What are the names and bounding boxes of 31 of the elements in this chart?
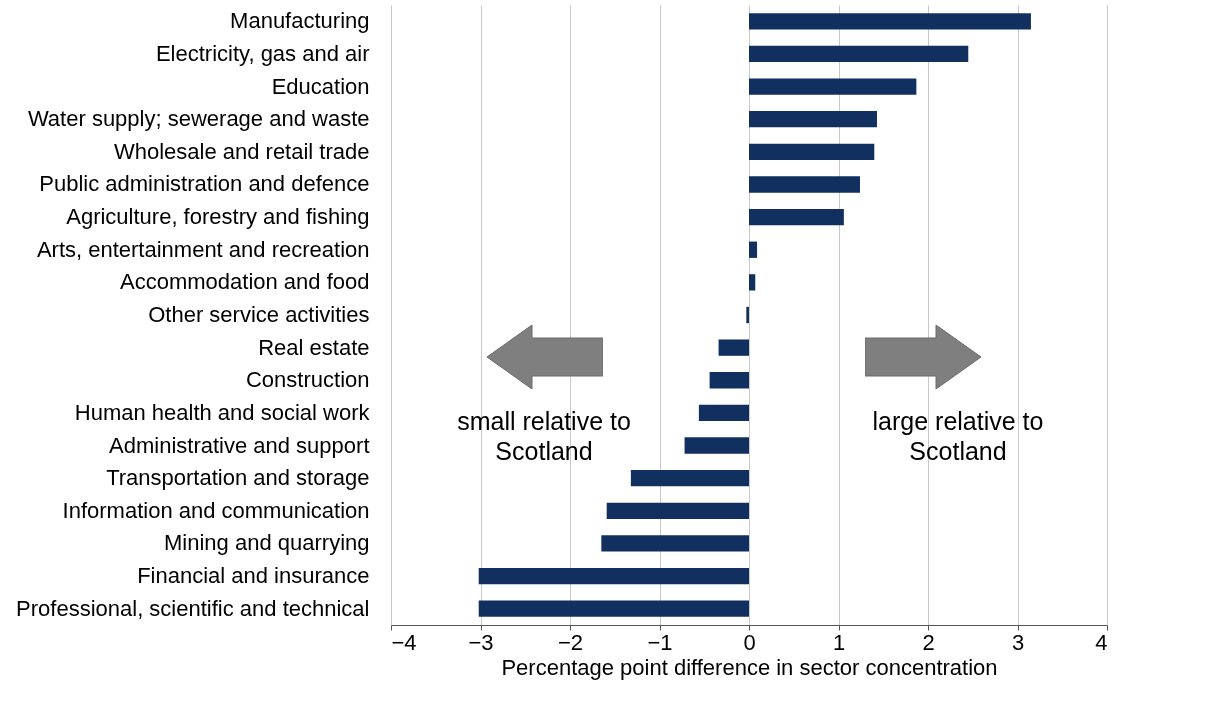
y-tick-label: Construction	[245, 367, 370, 393]
x-tick-label: 1	[832, 629, 846, 655]
x-tick-label: 2	[922, 629, 935, 655]
y-tick-label: Information and communication	[62, 497, 370, 523]
x-tick-label: −1	[647, 629, 673, 655]
x-tick-label: −2	[557, 629, 584, 655]
x-tick-label: −3	[468, 629, 494, 655]
y-tick-label: Human health and social work	[74, 399, 371, 425]
y-tick-label: Mining and quarrying	[164, 530, 370, 556]
y-tick-label: Administrative and support	[109, 432, 370, 458]
y-tick-label: Manufacturing	[230, 8, 370, 34]
y-tick-label: Accommodation and food	[120, 269, 370, 295]
x-tick-label: 3	[1011, 629, 1025, 655]
x-tick-label: 4	[1095, 629, 1108, 655]
y-tick-label: Water supply; sewerage and waste	[27, 106, 370, 132]
y-tick-label: Arts, entertainment and recreation	[36, 236, 370, 262]
x-axis-title: Percentage point difference in sector concentration	[501, 654, 998, 680]
y-tick-label: Agriculture, forestry and fishing	[66, 204, 370, 230]
y-tick-label: Financial and insurance	[137, 563, 370, 589]
annotation: large relative to Scotland	[872, 407, 1044, 465]
y-tick-label: Electricity, gas and air	[155, 40, 370, 66]
y-tick-label: Professional, scientific and technical	[16, 595, 370, 621]
y-tick-label: Public administration and defence	[39, 171, 370, 197]
y-tick-label: Other service activities	[148, 302, 370, 327]
y-tick-label: Transportation and storage	[106, 465, 370, 491]
y-tick-label: Wholesale and retail trade	[113, 138, 370, 164]
y-tick-label: Real estate	[258, 334, 370, 360]
x-tick-label: −4	[391, 629, 417, 655]
x-tick-label: 0	[743, 629, 756, 655]
annotation: small relative to Scotland	[457, 407, 631, 465]
y-tick-label: Education	[271, 73, 370, 99]
